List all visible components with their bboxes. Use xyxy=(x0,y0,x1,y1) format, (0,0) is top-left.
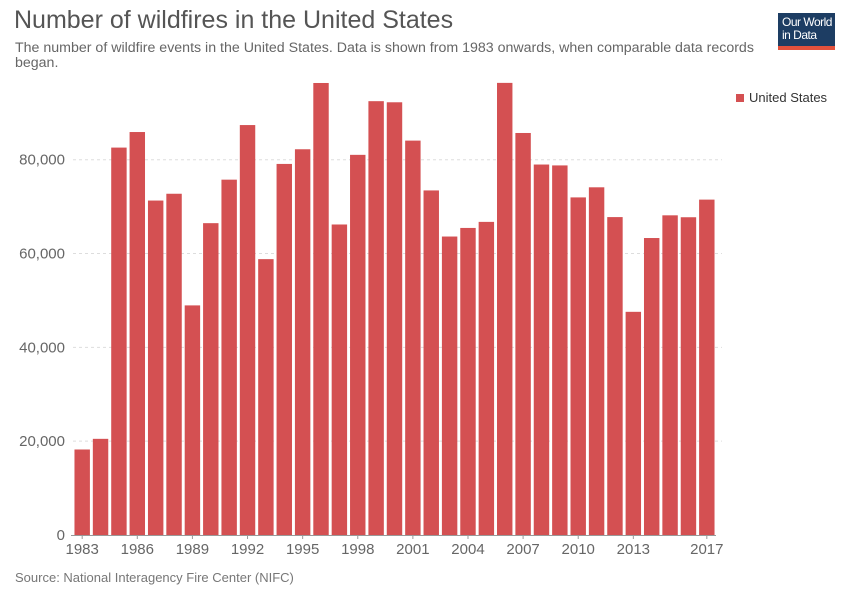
bar-2004[interactable]: 2004: 65,461 xyxy=(460,227,476,535)
bars: 1983: 18,2291984: 20,5001985: 82,5911986… xyxy=(74,82,715,536)
bar-1984[interactable]: 1984: 20,500 xyxy=(92,438,109,535)
y-tick-label: 60,000 xyxy=(19,246,65,263)
bar-1999[interactable]: 1999: 92,487 xyxy=(368,101,384,536)
bar-1983[interactable]: 1983: 18,229 xyxy=(74,449,90,535)
y-tick-label: 80,000 xyxy=(19,152,65,169)
chart-subtitle: The number of wildfire events in the Uni… xyxy=(15,40,754,71)
bar-2014[interactable]: 2014: 63,312 xyxy=(643,238,660,535)
x-tick-label: 1995 xyxy=(286,541,319,558)
bar-2003[interactable]: 2003: 63,629 xyxy=(441,236,458,535)
x-tick-label: 1989 xyxy=(176,541,209,558)
legend-swatch xyxy=(736,94,744,102)
bar-1993[interactable]: 1993: 58,810 xyxy=(258,259,274,535)
bar-1989[interactable]: 1989: 48,949 xyxy=(184,305,201,535)
bar-1990[interactable]: 1990: 66,481 xyxy=(203,223,219,535)
bar-2013[interactable]: 2013: 47,579 xyxy=(625,311,642,535)
x-tick-label: 2001 xyxy=(396,541,429,558)
x-tick-label: 2004 xyxy=(451,541,484,558)
bar-1995[interactable]: 1995: 82,234 xyxy=(294,149,311,535)
x-tick-label: 2007 xyxy=(506,541,539,558)
x-tick-label: 1983 xyxy=(65,541,98,558)
bar-2012[interactable]: 2012: 67,774 xyxy=(607,217,623,535)
y-tick-label: 0 xyxy=(57,527,65,544)
bar-1992[interactable]: 1992: 87,394 xyxy=(239,125,256,535)
bar-2017[interactable]: 2017: 71,499 xyxy=(699,199,715,535)
bar-2010[interactable]: 2010: 71,971 xyxy=(570,197,586,535)
legend[interactable]: United States xyxy=(736,90,827,105)
legend-label: United States xyxy=(749,90,828,105)
x-tick-label: 1986 xyxy=(121,541,154,558)
tick-labels: 0 20,000 40,000 60,000 80,000 1983 1986 1989 199… xyxy=(19,152,723,558)
x-tick-label: 2010 xyxy=(562,541,595,558)
bar-2007[interactable]: 2007: 85,705 xyxy=(515,132,531,536)
owid-logo[interactable]: Our World in Data xyxy=(778,13,835,50)
logo-line-2: in Data xyxy=(782,27,817,42)
bar-1994[interactable]: 1994: 79,107 xyxy=(276,163,292,535)
y-tick-label: 20,000 xyxy=(19,433,65,450)
bar-2002[interactable]: 2002: 73,457 xyxy=(423,190,439,535)
chart-title: Number of wildfires in the United States xyxy=(14,6,454,34)
bar-1988[interactable]: 1988: 72,750 xyxy=(166,193,182,535)
bar-1997[interactable]: 1997: 66,196 xyxy=(331,224,348,536)
bar-2015[interactable]: 2015: 68,151 xyxy=(662,215,678,535)
bar-2009[interactable]: 2009: 78,792 xyxy=(552,165,568,535)
bar-2005[interactable]: 2005: 66,753 xyxy=(478,221,495,535)
y-tick-label: 40,000 xyxy=(19,339,65,356)
x-tick-label: 2013 xyxy=(617,541,650,558)
logo-line-1: Our World xyxy=(782,15,832,29)
bar-2006[interactable]: 2006: 96,385 xyxy=(497,82,513,535)
bar-1987[interactable]: 1987: 71,300 xyxy=(147,200,164,536)
axes xyxy=(71,535,716,539)
bar-2008[interactable]: 2008: 78,979 xyxy=(533,164,550,535)
x-tick-label: 1992 xyxy=(231,541,264,558)
bar-2000[interactable]: 2000: 92,250 xyxy=(386,102,403,535)
x-tick-label: 1998 xyxy=(341,541,374,558)
bar-1986[interactable]: 1986: 85,907 xyxy=(129,132,146,535)
bar-1996[interactable]: 1996: 96,363 xyxy=(313,82,329,536)
bar-1998[interactable]: 1998: 81,043 xyxy=(350,154,366,535)
source-note: Source: National Interagency Fire Center… xyxy=(15,570,294,585)
x-tick-label: 2017 xyxy=(690,541,723,558)
bar-2016[interactable]: 2016: 67,743 xyxy=(680,217,697,536)
bar-2001[interactable]: 2001: 84,079 xyxy=(405,140,421,536)
bar-1985[interactable]: 1985: 82,591 xyxy=(111,147,127,535)
bar-2011[interactable]: 2011: 74,126 xyxy=(588,187,605,536)
bar-1991[interactable]: 1991: 75,754 xyxy=(221,179,237,535)
